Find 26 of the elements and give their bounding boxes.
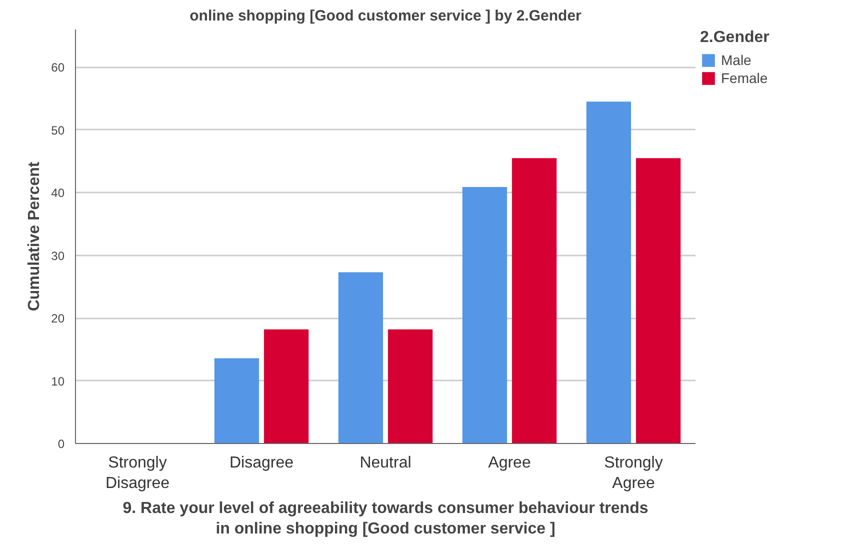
y-tick-label: 20: [51, 312, 65, 326]
y-tick-label: 10: [51, 374, 65, 388]
x-tick-label: Neutral: [360, 454, 412, 472]
legend-title: 2.Gender: [700, 29, 770, 47]
y-tick-label: 0: [58, 437, 65, 451]
bar: [586, 102, 632, 444]
x-axis-title: 9. Rate your level of agreeability towards consumer behaviour trends in online shopping [Good customer service ]: [122, 500, 648, 538]
chart-title: online shopping [Good customer service ] by 2.Gender: [190, 8, 582, 24]
y-tick-label: 60: [51, 60, 65, 75]
bar: [462, 186, 508, 444]
bar: [264, 329, 309, 444]
bar: [338, 272, 384, 444]
x-tick-label: Strongly Disagree: [105, 454, 170, 492]
legend-label: Female: [721, 70, 768, 86]
y-tick-label: 30: [51, 248, 65, 263]
bar: [512, 158, 557, 444]
x-tick-label: Strongly Agree: [604, 454, 663, 492]
legend-label: Male: [721, 52, 752, 68]
y-tick-label: 40: [51, 186, 65, 200]
y-tick-label: 50: [51, 123, 65, 138]
bar: [636, 158, 681, 444]
x-tick-label: Disagree: [229, 454, 294, 472]
bar: [388, 329, 433, 444]
x-tick-label: Agree: [488, 454, 531, 472]
bar: [214, 358, 260, 444]
y-axis-title: Cumulative Percent: [26, 161, 44, 312]
